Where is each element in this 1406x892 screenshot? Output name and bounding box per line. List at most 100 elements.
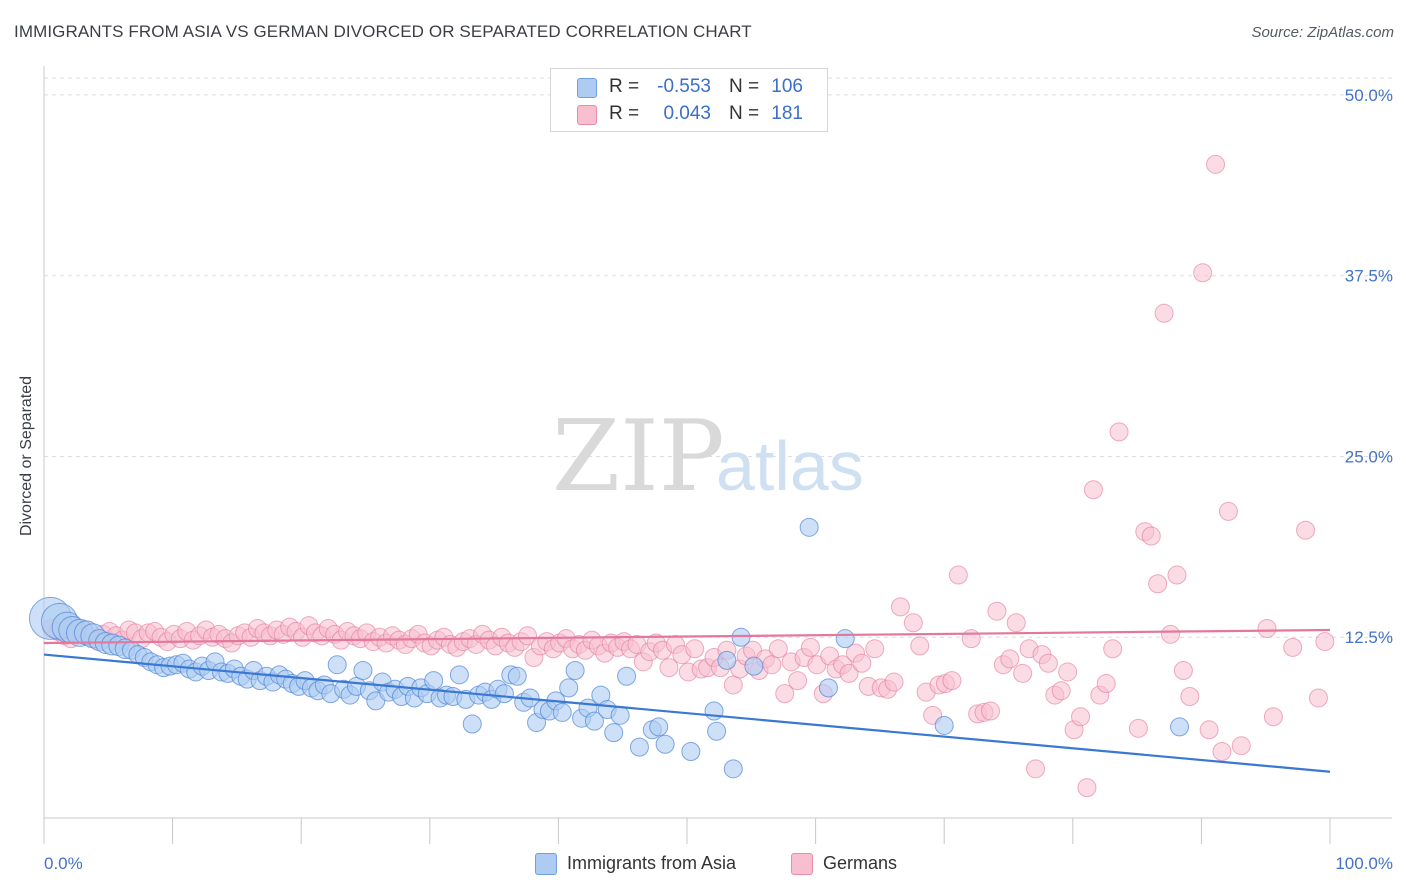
data-point-germans: [1148, 574, 1168, 594]
data-point-germans: [1038, 653, 1058, 673]
data-point-germans: [1058, 662, 1078, 682]
data-point-germans: [1006, 613, 1026, 633]
data-point-germans: [1167, 565, 1187, 585]
watermark: ZIP atlas: [552, 400, 864, 514]
trend-lines: [43, 628, 1331, 773]
data-point-asia: [934, 715, 954, 735]
trend-line-germans: [43, 628, 1331, 645]
data-point-germans: [1096, 674, 1116, 694]
legend-n-label: N =: [729, 76, 760, 97]
data-point-germans: [1263, 707, 1283, 727]
data-point-asia: [707, 721, 727, 741]
data-point-germans: [775, 684, 795, 704]
data-point-asia: [559, 678, 579, 698]
data-point-germans: [980, 701, 1000, 721]
data-point-germans: [1315, 632, 1335, 652]
data-point-germans: [865, 639, 885, 659]
data-point-germans: [1083, 480, 1103, 500]
data-point-germans: [768, 639, 788, 659]
data-point-germans: [1173, 660, 1193, 680]
data-point-asia: [617, 666, 637, 686]
data-point-asia: [629, 737, 649, 757]
data-point-germans: [1026, 759, 1046, 779]
data-point-germans: [884, 672, 904, 692]
data-point-asia: [424, 671, 444, 691]
data-point-germans: [903, 613, 923, 633]
chart-title: IMMIGRANTS FROM ASIA VS GERMAN DIVORCED …: [14, 22, 752, 41]
data-point-germans: [852, 653, 872, 673]
y-tick-label: 37.5%: [1345, 267, 1393, 286]
x-tick-label: 0.0%: [44, 854, 83, 873]
data-point-asia: [353, 660, 373, 680]
data-point-asia: [584, 711, 604, 731]
data-point-germans: [961, 629, 981, 649]
data-point-germans: [1077, 778, 1097, 798]
data-point-germans: [723, 675, 743, 695]
data-point-asia: [507, 666, 527, 686]
data-point-germans: [788, 671, 808, 691]
data-point-asia: [565, 660, 585, 680]
legend-n-value: 106: [771, 76, 803, 97]
legend-n-value: 181: [771, 103, 803, 124]
data-point-germans: [839, 663, 859, 683]
data-point-germans: [659, 658, 679, 678]
legend-r-value: 0.043: [663, 103, 711, 124]
data-point-germans: [800, 637, 820, 657]
data-point-germans: [890, 597, 910, 617]
data-point-asia: [610, 705, 630, 725]
gridlines: [44, 77, 1392, 638]
data-point-germans: [1013, 663, 1033, 683]
legend-row-germans: R = 0.043 N = 181: [551, 101, 827, 127]
data-point-asia: [449, 665, 469, 685]
data-point-asia: [655, 734, 675, 754]
legend-r-label: R =: [609, 76, 640, 97]
data-point-germans: [762, 655, 782, 675]
data-point-germans: [1141, 526, 1161, 546]
y-tick-label: 50.0%: [1345, 86, 1393, 105]
data-point-asia: [835, 629, 855, 649]
y-tick-label: 25.0%: [1345, 447, 1393, 466]
data-point-asia: [744, 656, 764, 676]
data-point-asia: [604, 723, 624, 743]
bottom-legend-swatch-asia: [535, 853, 557, 875]
legend-row-asia: R = -0.553 N = 106: [551, 74, 827, 100]
legend-r-label: R =: [609, 103, 640, 124]
correlation-legend: R = -0.553 N = 106 R = 0.043 N = 181: [550, 68, 828, 132]
axes: [43, 66, 1392, 844]
data-point-germans: [1103, 639, 1123, 659]
data-point-germans: [1000, 649, 1020, 669]
data-point-germans: [685, 639, 705, 659]
data-point-asia: [327, 655, 347, 675]
data-point-germans: [987, 601, 1007, 621]
data-point-asia: [799, 517, 819, 537]
data-point-asia: [494, 684, 514, 704]
legend-n-label: N =: [729, 103, 760, 124]
data-point-germans: [1308, 688, 1328, 708]
data-point-germans: [1051, 681, 1071, 701]
bottom-legend-swatch-germans: [791, 853, 813, 875]
legend-swatch-germans: [577, 105, 597, 125]
data-point-asia: [731, 627, 751, 647]
asia-points: [28, 517, 1190, 779]
watermark-zip: ZIP: [552, 400, 725, 514]
data-point-germans: [910, 636, 930, 656]
data-point-asia: [723, 759, 743, 779]
data-point-asia: [552, 702, 572, 722]
data-point-germans: [1193, 263, 1213, 283]
data-point-germans: [1257, 619, 1277, 639]
data-point-germans: [1212, 741, 1232, 761]
data-point-germans: [1161, 624, 1181, 644]
data-point-germans: [1283, 637, 1303, 657]
data-point-germans: [1218, 501, 1238, 521]
data-point-germans: [1199, 720, 1219, 740]
data-point-germans: [942, 671, 962, 691]
x-tick-labels: 0.0% 100.0%: [44, 854, 1393, 873]
data-point-asia: [681, 741, 701, 761]
bottom-legend-label-asia: Immigrants from Asia: [567, 853, 737, 873]
data-point-germans: [1071, 707, 1091, 727]
data-point-germans: [1109, 422, 1129, 442]
data-point-germans: [1154, 303, 1174, 323]
y-tick-labels: 12.5% 25.0% 37.5% 50.0%: [1345, 86, 1393, 647]
data-point-germans: [1296, 520, 1316, 540]
